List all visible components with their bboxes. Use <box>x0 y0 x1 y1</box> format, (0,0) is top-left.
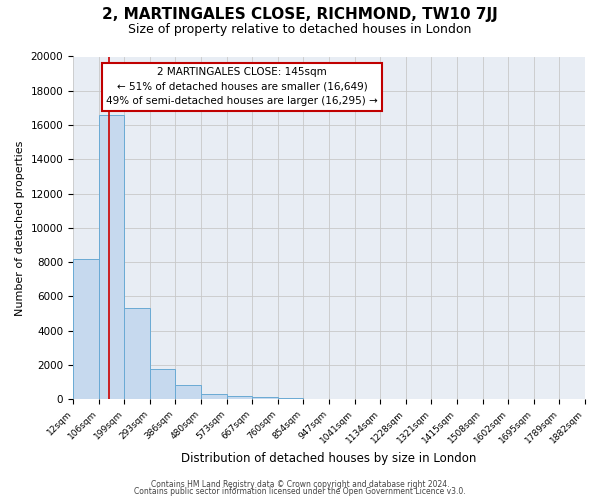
Bar <box>124 308 150 399</box>
Text: 2 MARTINGALES CLOSE: 145sqm
← 51% of detached houses are smaller (16,649)
49% of: 2 MARTINGALES CLOSE: 145sqm ← 51% of det… <box>106 67 378 106</box>
Bar <box>201 394 227 399</box>
Bar <box>98 115 124 399</box>
Bar <box>227 396 252 399</box>
Text: 2, MARTINGALES CLOSE, RICHMOND, TW10 7JJ: 2, MARTINGALES CLOSE, RICHMOND, TW10 7JJ <box>102 8 498 22</box>
Bar <box>252 398 278 399</box>
Text: Size of property relative to detached houses in London: Size of property relative to detached ho… <box>128 22 472 36</box>
Text: Contains public sector information licensed under the Open Government Licence v3: Contains public sector information licen… <box>134 487 466 496</box>
Text: Contains HM Land Registry data © Crown copyright and database right 2024.: Contains HM Land Registry data © Crown c… <box>151 480 449 489</box>
X-axis label: Distribution of detached houses by size in London: Distribution of detached houses by size … <box>181 452 477 465</box>
Bar <box>175 386 201 399</box>
Bar <box>73 258 98 399</box>
Bar <box>278 398 304 399</box>
Bar <box>150 369 175 399</box>
Y-axis label: Number of detached properties: Number of detached properties <box>15 140 25 316</box>
